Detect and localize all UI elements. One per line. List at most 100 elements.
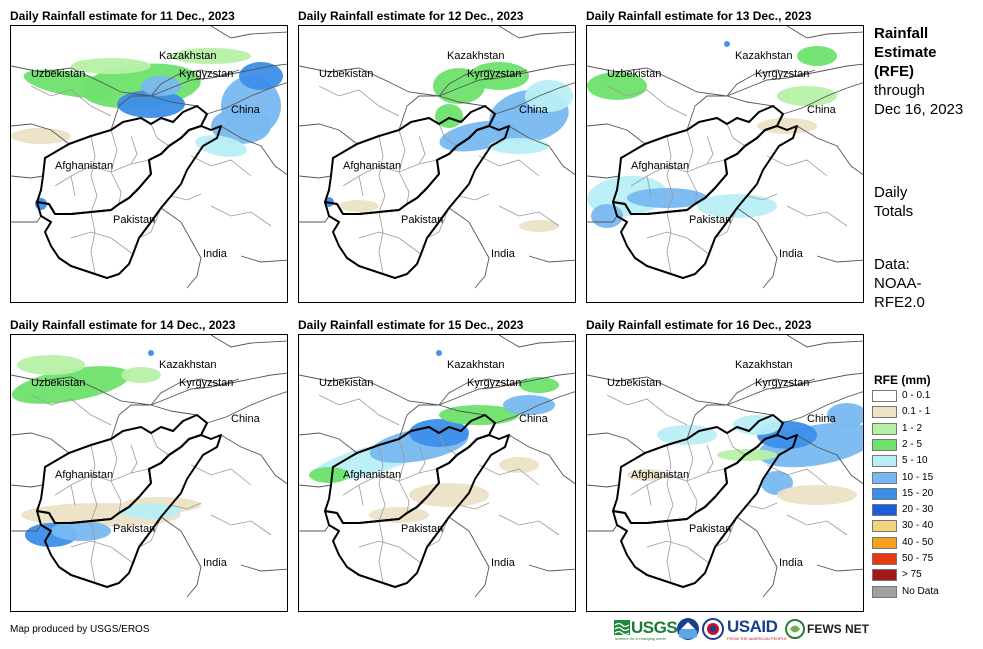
legend-swatch [872, 569, 897, 582]
panel-title-5: Daily Rainfall estimate for 15 Dec., 202… [298, 318, 524, 332]
map-label-uzbekistan: Uzbekistan [607, 68, 662, 80]
province-boundary [110, 438, 122, 514]
province-boundary [150, 432, 170, 456]
province-boundary [630, 175, 652, 197]
rainfall-area [489, 138, 549, 154]
province-boundary [90, 135, 98, 213]
rainfall-area [627, 469, 667, 481]
map-canvas [11, 26, 287, 289]
country-boundary [587, 63, 863, 97]
map-label-uzbekistan: Uzbekistan [607, 377, 662, 389]
country-boundary [736, 516, 778, 598]
map-label-india: India [203, 248, 227, 260]
province-boundary [358, 231, 422, 255]
usaid-logo-tagline: FROM THE AMERICAN PEOPLE [727, 636, 787, 641]
legend-swatch [872, 471, 897, 484]
legend-swatch [872, 504, 897, 517]
country-boundary [786, 335, 863, 348]
country-boundary [240, 255, 287, 263]
panel-title-2: Daily Rainfall estimate for 12 Dec., 202… [298, 9, 524, 23]
country-boundary [508, 434, 575, 485]
map-label-uzbekistan: Uzbekistan [319, 377, 374, 389]
country-boundary [150, 69, 240, 97]
rainfall-area [339, 200, 379, 212]
country-boundary [782, 82, 863, 115]
panel-title-4: Daily Rainfall estimate for 14 Dec., 202… [10, 318, 236, 332]
country-boundary [587, 432, 646, 454]
map-label-india: India [491, 248, 515, 260]
country-boundary [528, 255, 575, 263]
province-boundary [786, 205, 848, 227]
province-boundary [786, 514, 848, 536]
country-boundary [816, 255, 863, 263]
country-boundary [206, 391, 287, 424]
province-boundary [438, 123, 458, 147]
province-boundary [766, 464, 828, 486]
rainfall-area [211, 108, 271, 144]
province-boundary [458, 193, 490, 201]
legend-label: 20 - 30 [902, 504, 934, 516]
map-label-china: China [231, 413, 260, 425]
side-title-line4: through [874, 82, 925, 99]
legend-swatch [872, 390, 897, 402]
province-boundary [630, 484, 652, 506]
legend-label: 40 - 50 [902, 536, 934, 548]
map-label-kazakhstan: Kazakhstan [159, 359, 217, 371]
country-boundary [11, 372, 287, 406]
rainfall-map-5: Kazakhstan Uzbekistan Kyrgyzstan China Afgha… [298, 334, 576, 612]
map-canvas [299, 26, 575, 289]
province-boundary [378, 135, 386, 213]
province-boundary [706, 444, 714, 474]
panel-title-6: Daily Rainfall estimate for 16 Dec., 202… [586, 318, 812, 332]
pakistan-border [36, 434, 222, 588]
province-boundary [358, 540, 422, 564]
rainfall-area [148, 350, 154, 356]
country-boundary [11, 63, 287, 97]
rainfall-area [777, 485, 857, 505]
rainfall-area [195, 135, 247, 157]
legend-label: 2 - 5 [902, 438, 923, 450]
country-boundary [220, 125, 287, 176]
province-boundary [418, 444, 426, 474]
legend-swatch [872, 422, 897, 435]
country-boundary [438, 95, 486, 107]
province-boundary [646, 540, 710, 564]
province-boundary [458, 502, 490, 510]
legend-label: 1 - 2 [902, 422, 923, 434]
country-boundary [796, 434, 863, 485]
rainfall-area [121, 367, 161, 383]
country-boundary [210, 335, 287, 348]
rainfall-area [697, 194, 777, 218]
map-label-india: India [779, 248, 803, 260]
country-boundary [726, 378, 816, 406]
country-boundary [786, 26, 863, 39]
map-label-afghanistan: Afghanistan [55, 160, 114, 172]
province-boundary [726, 123, 746, 147]
country-boundary [110, 95, 151, 131]
pakistan-border [612, 434, 798, 588]
legend-swatch [872, 536, 897, 549]
province-boundary [190, 464, 252, 486]
country-boundary [587, 524, 618, 532]
province-boundary [318, 394, 400, 426]
map-label-india: India [203, 557, 227, 569]
province-boundary [342, 484, 364, 506]
country-boundary [796, 125, 863, 176]
province-boundary [478, 464, 540, 486]
province-boundary [170, 193, 202, 201]
panel-title-3: Daily Rainfall estimate for 13 Dec., 202… [586, 9, 812, 23]
legend-label: 50 - 75 [902, 553, 934, 564]
pakistan-border [36, 125, 222, 279]
country-boundary [299, 63, 575, 97]
rainfall-area [499, 457, 539, 473]
country-boundary [736, 207, 778, 289]
country-boundary [686, 95, 727, 131]
province-boundary [426, 207, 450, 239]
country-boundary [160, 516, 202, 598]
province-boundary [110, 129, 122, 205]
province-boundary [378, 211, 384, 275]
country-boundary [220, 434, 287, 485]
map-label-afghanistan: Afghanistan [631, 160, 690, 172]
province-boundary [498, 205, 560, 227]
country-boundary [816, 564, 863, 572]
